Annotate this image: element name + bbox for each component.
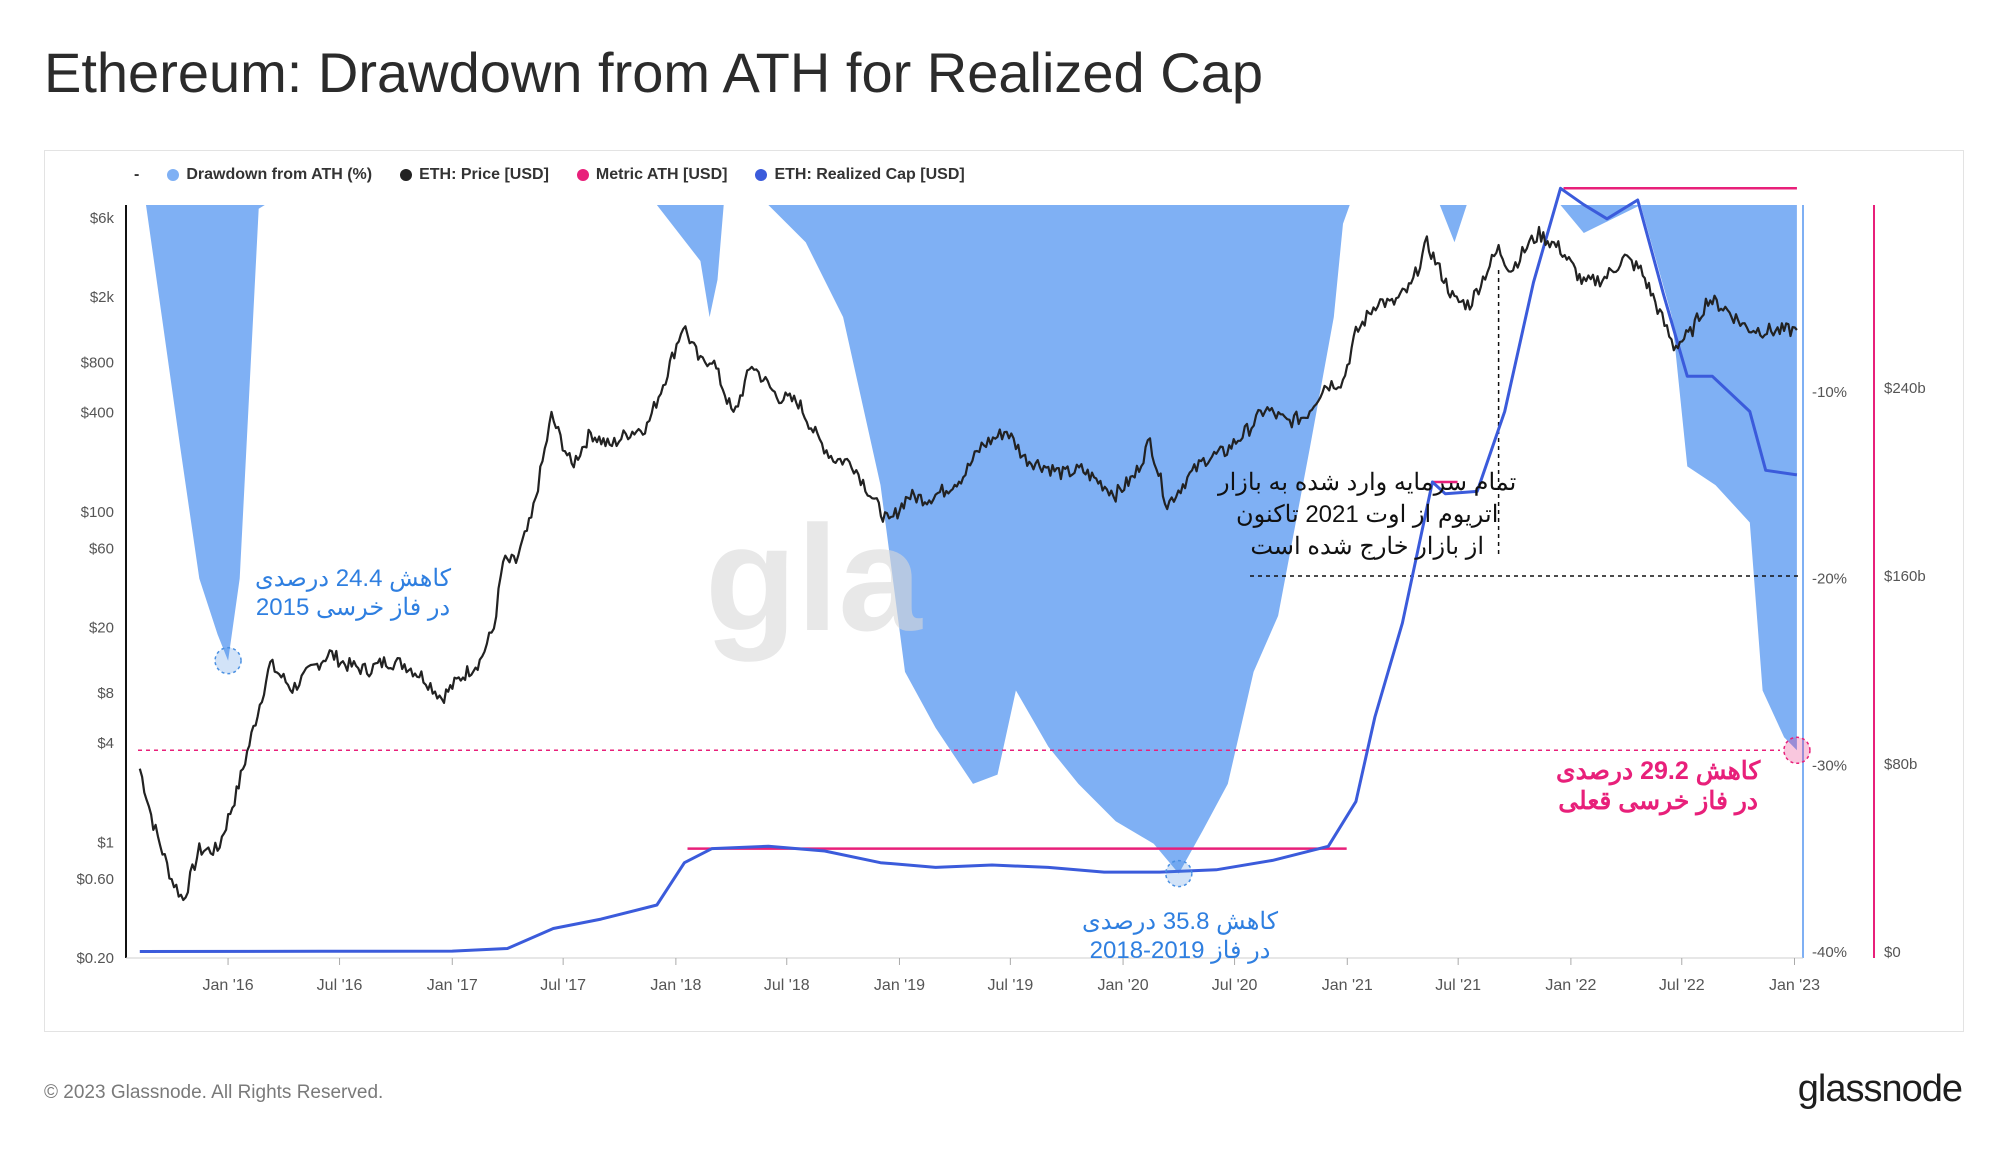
x-tick-label: Jan '19: [874, 977, 925, 994]
x-tick-label: Jul '18: [764, 977, 810, 994]
y-left-tick-label: $20: [89, 619, 114, 636]
x-tick-label: Jan '20: [1098, 977, 1149, 994]
y-left-tick-label: $0.20: [76, 950, 114, 967]
y-left-tick-label: $0.60: [76, 871, 114, 888]
chart-panel: [44, 150, 1964, 1032]
x-tick-label: Jan '17: [427, 977, 478, 994]
y-left-tick-label: $6k: [90, 210, 115, 227]
legend-item-metric-ath[interactable]: Metric ATH [USD]: [576, 166, 728, 184]
annotation-capital-exit: تمام سرمایه وارد شده به بازار اتریوم از …: [1218, 467, 1516, 563]
y-right-tick-label: $80b: [1884, 756, 1917, 773]
y-left-tick-label: $8: [97, 685, 114, 702]
watermark: gla: [705, 494, 923, 662]
annotation-bear-2015-line2: در فاز خرسی 2015: [255, 594, 451, 621]
page-title: Ethereum: Drawdown from ATH for Realized…: [44, 41, 1263, 104]
x-tick-label: Jan '18: [650, 977, 701, 994]
legend-swatch-realized-cap: [755, 169, 768, 181]
realized-cap-line: [139, 186, 1798, 953]
legend-swatch-price: [400, 169, 413, 181]
y-right-tick-label: $240b: [1884, 380, 1926, 397]
y-left-tick-label: $4: [97, 735, 114, 752]
legend-label-metric-ath: Metric ATH [USD]: [595, 166, 728, 183]
legend-dash-label: -: [134, 166, 140, 183]
annotation-current-line2: در فاز خرسی قعلی: [1558, 787, 1759, 815]
x-tick-label: Jul '21: [1435, 977, 1481, 994]
legend-item-drawdown[interactable]: Drawdown from ATH (%): [167, 166, 372, 184]
legend-swatch-metric-ath: [576, 169, 589, 181]
annotation-capital-exit-line3: از بازار خارج شده است: [1250, 533, 1484, 560]
annotation-bear-2015-line1: کاهش 24.4 درصدی: [255, 565, 452, 592]
legend-item-price[interactable]: ETH: Price [USD]: [400, 166, 549, 184]
x-tick-label: Jul '19: [987, 977, 1033, 994]
drawdown-area: [145, 205, 1797, 874]
annotation-current-line1: کاهش 29.2 درصدی: [1556, 757, 1761, 785]
x-tick-label: Jan '21: [1322, 977, 1373, 994]
annotation-current: کاهش 29.2 درصدی در فاز خرسی قعلی: [1556, 756, 1760, 816]
x-tick-label: Jan '23: [1769, 977, 1820, 994]
y-left-tick-label: $60: [89, 541, 114, 558]
legend-dash[interactable]: -: [134, 166, 139, 184]
footer-copyright: © 2023 Glassnode. All Rights Reserved.: [44, 1082, 384, 1103]
y-left-tick-label: $1: [97, 834, 114, 851]
legend: - Drawdown from ATH (%) ETH: Price [USD]…: [134, 166, 993, 184]
y-mid-tick-label: -20%: [1812, 571, 1847, 588]
legend-swatch-drawdown: [167, 169, 180, 181]
drawdown-marker[interactable]: [1165, 859, 1193, 888]
annotation-bear-2015: کاهش 24.4 درصدی در فاز خرسی 2015: [255, 564, 451, 622]
glassnode-logo[interactable]: glassnode: [1797, 1068, 1963, 1110]
annotation-capital-exit-line2: اتریوم از اوت 2021 تاکنون: [1235, 501, 1499, 528]
eth-price-line: [138, 225, 1798, 902]
annotation-bear-2018-line1: کاهش 35.8 درصدی: [1082, 908, 1279, 935]
annotation-bear-2018-line2: در فاز 2019-2018: [1089, 937, 1271, 964]
legend-label-realized-cap: ETH: Realized Cap [USD]: [774, 166, 965, 183]
y-mid-tick-label: -40%: [1812, 944, 1847, 961]
y-left-tick-label: $100: [81, 504, 114, 521]
drawdown-marker[interactable]: [214, 646, 242, 675]
y-left-tick-label: $800: [81, 355, 114, 372]
annotation-bear-2018: کاهش 35.8 درصدی در فاز 2019-2018: [1082, 907, 1278, 965]
x-tick-label: Jul '16: [317, 977, 363, 994]
legend-label-drawdown: Drawdown from ATH (%): [186, 166, 373, 183]
x-tick-label: Jan '16: [203, 977, 254, 994]
y-mid-tick-label: -10%: [1812, 384, 1847, 401]
y-left-tick-label: $2k: [90, 289, 115, 306]
x-tick-label: Jul '17: [540, 977, 586, 994]
annotation-capital-exit-line1: تمام سرمایه وارد شده به بازار: [1218, 469, 1517, 496]
y-left-tick-label: $400: [81, 404, 114, 421]
legend-label-price: ETH: Price [USD]: [419, 166, 549, 183]
y-right-tick-label: $0: [1884, 944, 1901, 961]
y-mid-tick-label: -30%: [1812, 757, 1847, 774]
y-right-tick-label: $160b: [1884, 568, 1926, 585]
x-tick-label: Jul '22: [1659, 977, 1705, 994]
x-tick-label: Jan '22: [1545, 977, 1596, 994]
x-tick-label: Jul '20: [1212, 977, 1258, 994]
drawdown-marker[interactable]: [1783, 736, 1811, 765]
legend-item-realized-cap[interactable]: ETH: Realized Cap [USD]: [755, 166, 965, 184]
